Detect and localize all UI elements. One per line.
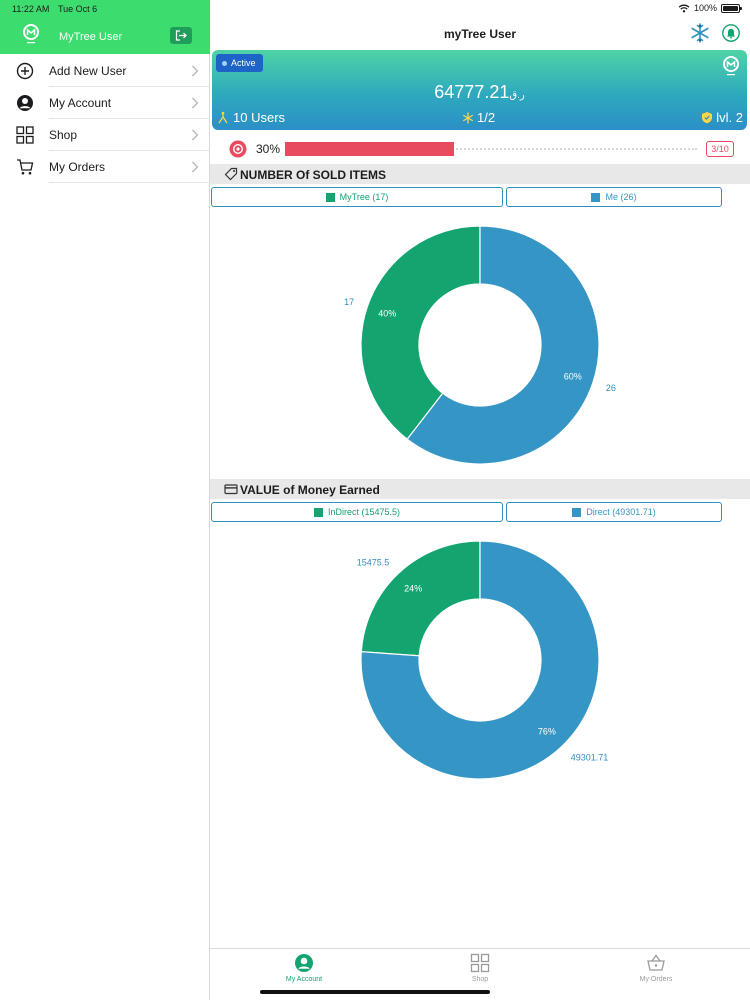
- donut-value-label: 17: [344, 297, 354, 307]
- grid-icon: [470, 953, 490, 973]
- shield-icon: [702, 112, 713, 124]
- legend-label: MyTree (17): [339, 192, 389, 202]
- money-earned-donut-chart: 24% 15475.5 76% 49301.71: [357, 540, 609, 780]
- legend-swatch: [572, 507, 582, 517]
- grid-icon: [16, 126, 34, 144]
- balance-value: 64777.21: [434, 82, 510, 102]
- snowflake-icon: [463, 111, 473, 124]
- battery-icon: [721, 3, 742, 13]
- legend-mytree[interactable]: MyTree (17): [211, 187, 503, 207]
- sidebar-user-name: MyTree User: [59, 31, 123, 43]
- plus-circle-icon: [16, 62, 34, 80]
- donut-percent-label: 40%: [378, 308, 396, 318]
- tab-label: My Orders: [639, 976, 673, 983]
- battery-percent: 100%: [693, 3, 717, 13]
- legend-me[interactable]: Me (26): [506, 187, 722, 207]
- tab-my-account[interactable]: My Account: [244, 953, 364, 983]
- legend-swatch: [313, 507, 323, 517]
- sold-items-donut-chart: 40% 17 60% 26: [344, 225, 616, 465]
- cart-icon: [17, 159, 34, 175]
- legend-label: Direct (49301.71): [586, 507, 656, 517]
- chevron-right-icon: [192, 161, 199, 173]
- ratio-label: 1/2: [477, 110, 496, 125]
- donut-slice-direct[interactable]: [360, 540, 600, 780]
- status-dot: [222, 60, 227, 66]
- logout-icon: [175, 30, 187, 41]
- donut-percent-label: 60%: [564, 372, 582, 382]
- logout-button[interactable]: [170, 27, 192, 44]
- page-title: myTree User: [443, 27, 517, 41]
- tab-label: Shop: [471, 976, 489, 983]
- sidebar-header: MyTree User: [0, 0, 210, 54]
- basket-icon: [647, 954, 665, 971]
- progress-fill: [285, 142, 454, 156]
- users-count: 10 Users: [216, 110, 285, 125]
- tab-shop[interactable]: Shop: [420, 953, 540, 983]
- sidebar-item-my-account[interactable]: My Account: [0, 87, 210, 119]
- sidebar-item-shop[interactable]: Shop: [0, 119, 210, 151]
- sidebar-item-label: Shop: [49, 128, 78, 142]
- notification-bell-icon[interactable]: [722, 24, 740, 42]
- chevron-right-icon: [192, 65, 199, 77]
- donut-slice-indirect[interactable]: [360, 540, 481, 657]
- sidebar-item-label: My Account: [49, 96, 112, 110]
- tag-icon: [224, 167, 238, 181]
- balance-currency: ر.ق: [509, 90, 525, 101]
- legend-direct[interactable]: Direct (49301.71): [506, 502, 722, 522]
- money-earned-title: VALUE of Money Earned: [240, 483, 380, 497]
- status-time: 11:22 AM: [12, 4, 50, 14]
- level-label: lvl. 2: [716, 110, 743, 125]
- status-badge: Active: [216, 54, 263, 72]
- progress-percent: 30%: [256, 142, 281, 156]
- mytree-logo-icon: [23, 24, 39, 44]
- donut-value-label: 49301.71: [571, 752, 609, 762]
- sold-items-title: NUMBER Of SOLD ITEMS: [240, 168, 386, 182]
- level: lvl. 2: [701, 110, 743, 125]
- legend-indirect[interactable]: InDirect (15475.5): [211, 502, 503, 522]
- donut-slice-me[interactable]: [406, 225, 600, 465]
- account-icon: [17, 95, 33, 111]
- donut-slice-mytree[interactable]: [360, 225, 481, 441]
- legend-label: Me (26): [605, 192, 637, 202]
- status-date: Tue Oct 6: [58, 4, 98, 14]
- sidebar: MyTree User Add New User My Account: [0, 0, 210, 1000]
- chevron-right-icon: [192, 129, 199, 141]
- ratio: 1/2: [462, 110, 495, 125]
- donut-value-label: 15475.5: [357, 558, 390, 568]
- donut-percent-label: 76%: [538, 727, 556, 737]
- sidebar-item-label: Add New User: [49, 64, 127, 78]
- snowflake-icon[interactable]: [690, 23, 710, 43]
- legend-label: InDirect (15475.5): [327, 507, 401, 517]
- status-badge-label: Active: [231, 58, 256, 68]
- users-count-label: 10 Users: [233, 110, 286, 125]
- tab-label: My Account: [285, 976, 323, 983]
- status-right: 100%: [678, 3, 742, 13]
- target-icon: [229, 140, 247, 158]
- account-icon: [295, 954, 313, 972]
- status-bar: 11:22 AM Tue Oct 6 100%: [0, 0, 750, 18]
- credit-card-icon: [224, 484, 238, 495]
- money-earned-header: VALUE of Money Earned: [210, 479, 750, 499]
- balance-amount: ر.ق64777.21: [212, 82, 747, 103]
- legend-swatch: [325, 192, 335, 202]
- sold-items-header: NUMBER Of SOLD ITEMS: [210, 164, 750, 184]
- home-indicator: [260, 990, 490, 994]
- balance-card: Active ر.ق64777.21 10 Users 1/2 lvl. 2: [212, 50, 747, 130]
- legend-swatch: [591, 192, 601, 202]
- progress-track: [285, 148, 697, 150]
- sidebar-item-label: My Orders: [49, 160, 106, 174]
- sidebar-item-my-orders[interactable]: My Orders: [0, 151, 210, 183]
- wifi-icon: [678, 4, 690, 12]
- tab-my-orders[interactable]: My Orders: [596, 953, 716, 983]
- mytree-logo-icon: [723, 56, 739, 76]
- donut-percent-label: 24%: [404, 583, 422, 593]
- sidebar-menu: Add New User My Account Shop: [0, 55, 210, 183]
- donut-value-label: 26: [606, 383, 616, 393]
- sidebar-item-add-new-user[interactable]: Add New User: [0, 55, 210, 87]
- network-icon: [218, 111, 228, 123]
- progress-count: 3/10: [706, 141, 734, 157]
- chevron-right-icon: [192, 97, 199, 109]
